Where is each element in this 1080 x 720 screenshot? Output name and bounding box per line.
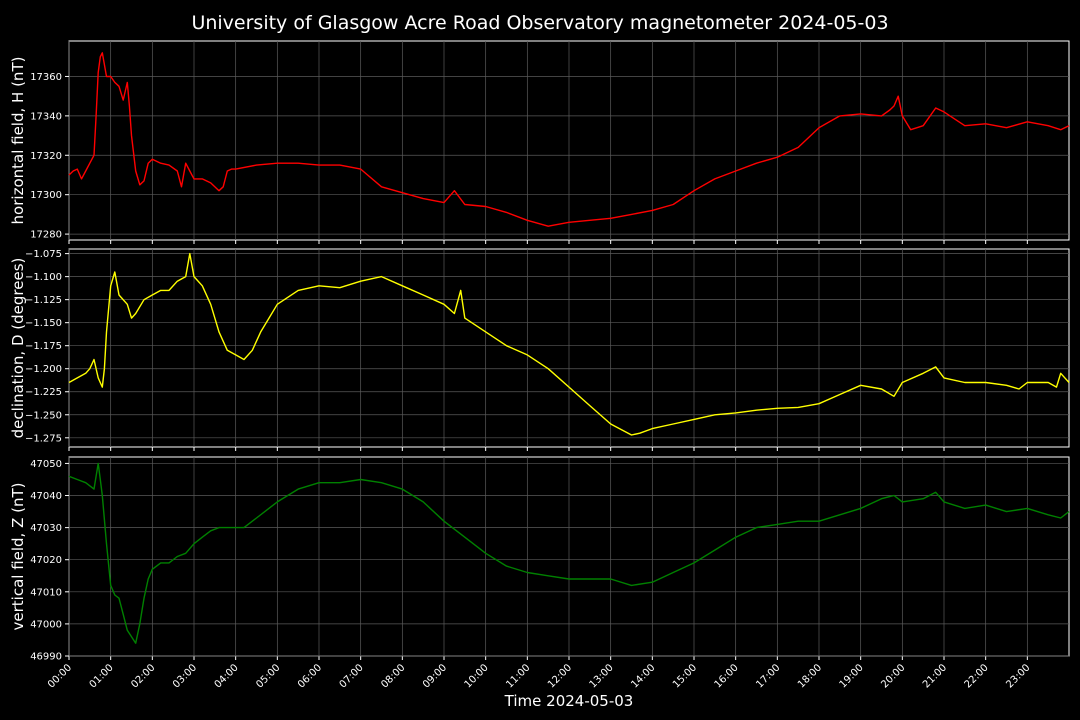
x-tick-label: 00:00 xyxy=(46,662,74,690)
x-tick-label: 14:00 xyxy=(629,662,657,690)
y-tick-label: 17340 xyxy=(30,111,62,122)
panel-3: 46990 47000 47010 47020 47030 47040 47050 verti… xyxy=(9,456,1070,691)
x-tick-label: 10:00 xyxy=(463,662,491,690)
x-tick-label: 03:00 xyxy=(171,662,199,690)
x-tick-label: 18:00 xyxy=(796,662,824,690)
y-tick-label: −1.100 xyxy=(25,272,62,283)
x-tick-label: 05:00 xyxy=(254,662,282,690)
y-tick-label: 17300 xyxy=(30,190,62,201)
x-tick-label: 07:00 xyxy=(338,662,366,690)
x-axis-label: Time 2024-05-03 xyxy=(504,692,634,710)
x-tick-label: 09:00 xyxy=(421,662,449,690)
x-tick-label: 21:00 xyxy=(921,662,949,690)
y-axis-label: horizontal field, H (nT) xyxy=(9,57,27,225)
x-tick-label: 02:00 xyxy=(129,662,157,690)
x-tick-label: 04:00 xyxy=(213,662,241,690)
x-tick-label: 19:00 xyxy=(838,662,866,690)
x-tick-label: 22:00 xyxy=(963,662,991,690)
y-tick-label: 47010 xyxy=(30,587,62,598)
y-tick-label: 17320 xyxy=(30,151,62,162)
y-axis-label: vertical field, Z (nT) xyxy=(9,482,27,630)
y-tick-label: 47030 xyxy=(30,523,62,534)
x-tick-label: 08:00 xyxy=(379,662,407,690)
y-tick-label: 47040 xyxy=(30,491,62,502)
y-tick-label: −1.200 xyxy=(25,364,62,375)
y-tick-label: −1.150 xyxy=(25,318,62,329)
y-tick-label: −1.225 xyxy=(25,387,62,398)
y-tick-label: 17280 xyxy=(30,230,62,241)
y-tick-label: 46990 xyxy=(30,652,62,663)
y-tick-label: −1.250 xyxy=(25,410,62,421)
series-line-3 xyxy=(68,462,1070,644)
x-tick-label: 11:00 xyxy=(504,662,532,690)
x-tick-label: 12:00 xyxy=(546,662,574,690)
x-tick-label: 16:00 xyxy=(713,662,741,690)
y-tick-label: 47020 xyxy=(30,555,62,566)
series-line-1 xyxy=(68,52,1070,227)
y-tick-label: 47000 xyxy=(30,619,62,630)
x-tick-label: 01:00 xyxy=(88,662,116,690)
y-tick-label: −1.175 xyxy=(25,341,62,352)
panel-2: −1.275 −1.250 −1.225 −1.200 −1.175 −1.150 −1.1… xyxy=(9,248,1070,451)
y-tick-label: −1.125 xyxy=(25,295,62,306)
y-axis-label: declination, D (degrees) xyxy=(9,258,27,439)
series-line-2 xyxy=(68,252,1070,436)
x-tick-label: 17:00 xyxy=(754,662,782,690)
x-tick-label: 15:00 xyxy=(671,662,699,690)
y-tick-label: 47050 xyxy=(30,459,62,470)
x-tick-label: 23:00 xyxy=(1004,662,1032,690)
x-tick-label: 06:00 xyxy=(296,662,324,690)
y-tick-label: 17360 xyxy=(30,72,62,83)
x-tick-label: 13:00 xyxy=(588,662,616,690)
y-tick-label: −1.075 xyxy=(25,249,62,260)
y-tick-label: −1.275 xyxy=(25,433,62,444)
x-tick-label: 20:00 xyxy=(879,662,907,690)
chart-title: University of Glasgow Acre Road Observat… xyxy=(191,12,888,34)
